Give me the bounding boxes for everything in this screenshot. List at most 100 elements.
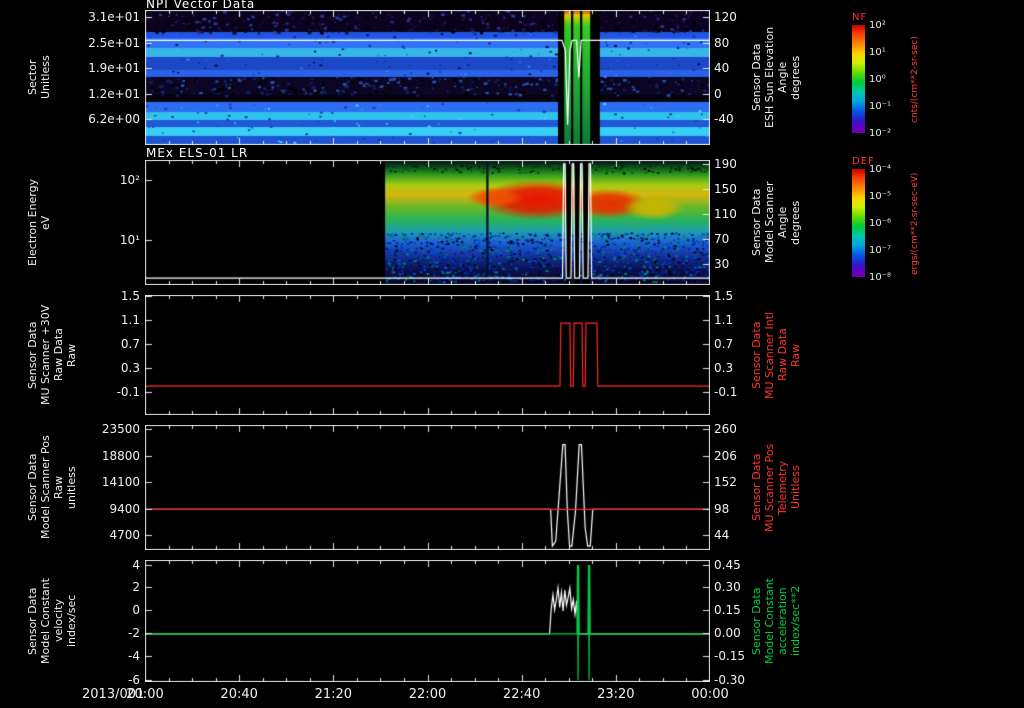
- axis-label-line: Unitless: [39, 55, 52, 100]
- axis-label-line: Sensor Data: [750, 321, 763, 389]
- y-tick-label-left: 0: [132, 603, 140, 618]
- y-tick-label-left: 4: [132, 558, 140, 572]
- axis-label-line: Raw: [52, 475, 65, 500]
- colorbar-nf-units-wrap: cnts/(cm**2-sr-sec): [910, 4, 921, 156]
- axis-label-line: Model Constant: [39, 578, 52, 664]
- axis-label-line: eV: [39, 215, 52, 230]
- colorbar-def-units-label: ergs/(cm**2-sr-sec-eV): [910, 172, 920, 276]
- colorbar-tick-label: 10¹: [869, 47, 886, 58]
- els-energy-spectrogram-canvas: [145, 160, 710, 285]
- colorbar-tick-label: 10⁰: [869, 74, 886, 85]
- axis-label-line: Raw: [789, 343, 802, 367]
- y-tick-label-right: 30: [714, 256, 730, 271]
- model-constant-line-canvas: [145, 560, 710, 682]
- axis-label-line: Raw Data: [776, 328, 789, 382]
- y-tick-label-left: -6: [128, 673, 140, 688]
- axis-label-line: Electron Energy: [26, 178, 39, 267]
- axis-label-line: Angle: [776, 61, 789, 94]
- y-tick-label-left: 9400: [109, 501, 140, 516]
- y-tick-label-right: 0.45: [714, 558, 741, 572]
- colorbar-tick-label: 10⁻²: [869, 128, 892, 139]
- npi-sector-spectrogram-canvas: [145, 10, 710, 145]
- y-tick-label-right: 0.7: [714, 337, 734, 352]
- x-axis-date-label: 2013/001: [82, 687, 145, 702]
- y-tick-label-right: 0.3: [714, 361, 734, 376]
- axis-label-line: Model Constant: [763, 578, 776, 664]
- y-tick-label-left: -0.1: [116, 385, 140, 400]
- y-tick-label-left: 0.3: [120, 361, 140, 376]
- axis-label-line: Sensor Data: [26, 587, 39, 655]
- y-tick-label-left: 1.1: [120, 313, 140, 328]
- y-tick-label-right: 40: [714, 61, 730, 76]
- colorbar-tick-label: 10⁻⁴: [869, 164, 892, 175]
- colorbar-nf-ticks: 10² 10¹ 10⁰ 10⁻¹ 10⁻²: [869, 21, 909, 139]
- y-tick-label-left: -2: [128, 625, 140, 640]
- left-axis-label: Sensor Data MU Scanner +30V Raw Data Raw: [26, 295, 78, 415]
- y-tick-label-right: 0: [714, 86, 722, 101]
- y-tick-label-right: -0.1: [714, 385, 738, 400]
- y-tick-label-right: 206: [714, 448, 737, 463]
- colorbar-def-units-wrap: ergs/(cm**2-sr-sec-eV): [910, 148, 921, 300]
- x-tick-label: 21:20: [314, 687, 353, 702]
- y-tick-label-right: 98: [714, 501, 730, 516]
- axis-label-line: unitless: [65, 466, 78, 509]
- axis-label-line: index/sec: [65, 594, 78, 648]
- y-tick-label-left: 2: [132, 579, 140, 594]
- x-tick-label: 23:20: [597, 687, 635, 702]
- y-tick-label-left: 10²: [119, 173, 140, 187]
- x-tick-label: 00:00: [691, 687, 729, 702]
- axis-label-line: Raw Data: [52, 328, 65, 382]
- axis-label-line: Telemetry: [776, 460, 789, 515]
- right-axis-label: Sensor Data Model Constant acceleration ind…: [750, 560, 802, 682]
- axis-label-line: Sensor Data: [750, 188, 763, 257]
- y-tick-label-right: -0.15: [714, 649, 746, 663]
- axis-label-line: Sensor Data: [26, 453, 39, 522]
- colorbar-nf-gradient: [852, 25, 865, 133]
- axis-label-line: Sector: [26, 59, 39, 96]
- axis-label-line: degrees: [789, 55, 802, 100]
- y-tick-label-left: 2.5e+01: [88, 35, 140, 50]
- panel-title-els: MEx ELS-01 LR: [146, 146, 249, 160]
- axis-label-line: Raw: [65, 343, 78, 367]
- colorbar-nf-title: NF: [852, 12, 868, 23]
- y-tick-label-right: 0.00: [714, 625, 741, 640]
- right-axis-label: Sensor Data Model Scanner Angle degrees: [750, 160, 802, 285]
- y-tick-label-left: 0.7: [120, 337, 140, 352]
- y-tick-label-right: 70: [714, 231, 730, 246]
- y-tick-label-left: 14100: [101, 475, 140, 489]
- axis-label-line: Sensor Data: [26, 321, 39, 389]
- y-tick-label-left: 1.2e+01: [88, 86, 140, 101]
- axis-label-line: acceleration: [776, 587, 789, 655]
- y-tick-label-left: 1.9e+01: [88, 61, 140, 76]
- axis-label-line: velocity: [52, 599, 65, 643]
- x-tick-label: 22:00: [408, 687, 447, 702]
- y-tick-label-right: 80: [714, 35, 730, 50]
- y-tick-label-left: 10¹: [119, 233, 140, 247]
- x-tick-label: 22:40: [502, 687, 541, 702]
- y-tick-label-left: -4: [128, 649, 140, 663]
- y-tick-label-right: 150: [714, 181, 737, 196]
- panel-title-npi: NPI Vector Data: [146, 0, 256, 11]
- colorbar-tick-label: 10⁻¹: [869, 101, 892, 112]
- mu-scanner-30v-line-canvas: [145, 295, 710, 415]
- y-tick-label-right: 260: [714, 422, 737, 436]
- colorbar-tick-label: 10²: [869, 20, 886, 31]
- x-tick-label: 20:00: [126, 687, 164, 702]
- colorbar-tick-label: 10⁻⁸: [869, 272, 892, 283]
- axis-label-line: Sensor Data: [750, 43, 763, 112]
- colorbar-tick-label: 10⁻⁷: [869, 245, 892, 256]
- axis-label-line: Angle: [776, 206, 789, 239]
- right-axis-label: Sensor Data MU Scanner Intl Raw Data Raw: [750, 295, 802, 415]
- x-tick-label: 20:40: [220, 687, 258, 702]
- y-tick-label-right: 110: [714, 206, 737, 221]
- right-axis-label: Sensor Data MU Scanner Pos Telemetry Unitle…: [750, 425, 802, 550]
- colorbar-nf-units-label: cnts/(cm**2-sr-sec): [910, 36, 920, 124]
- axis-label-line: Model Scanner Pos: [39, 435, 52, 540]
- y-tick-label-left: 1.5: [120, 289, 140, 304]
- y-tick-label-right: -0.30: [714, 673, 746, 688]
- axis-label-line: degrees: [789, 200, 802, 245]
- colorbar-tick-label: 10⁻⁵: [869, 191, 892, 202]
- left-axis-label: Sensor Data Model Scanner Pos Raw unitless: [26, 425, 78, 550]
- axis-label-line: Model Scanner: [763, 181, 776, 264]
